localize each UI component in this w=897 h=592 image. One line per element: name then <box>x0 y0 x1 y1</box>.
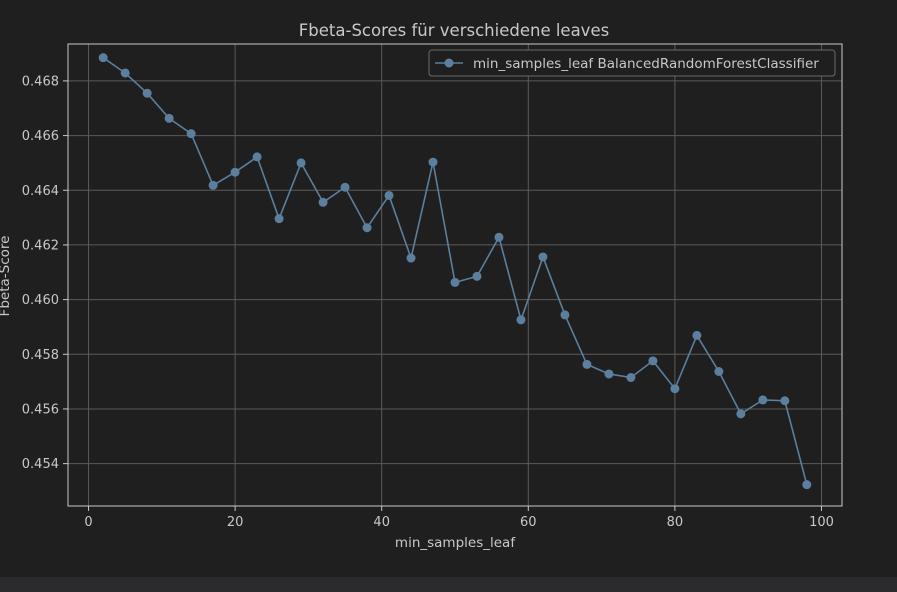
legend-box <box>428 49 836 77</box>
data-point <box>142 88 152 98</box>
x-axis-ticks: 0 20 40 60 80 100 <box>84 506 834 530</box>
data-point <box>164 113 174 123</box>
y-tick-label: 0.460 <box>22 293 59 308</box>
data-point <box>560 310 570 320</box>
x-tick-label: 80 <box>667 515 684 530</box>
legend-marker-swatch <box>444 58 454 68</box>
y-tick-label: 0.456 <box>22 402 59 417</box>
data-point <box>516 315 526 325</box>
data-point <box>208 180 218 190</box>
x-tick-label: 0 <box>84 515 92 530</box>
data-point <box>186 129 196 139</box>
data-point <box>736 409 746 419</box>
plot-area-frame <box>67 43 843 507</box>
legend-label: min_samples_leaf BalancedRandomForestCla… <box>473 56 819 72</box>
data-point <box>670 384 680 394</box>
data-point <box>274 214 284 224</box>
data-point <box>780 396 790 406</box>
data-point <box>714 367 724 377</box>
data-point <box>758 395 768 405</box>
data-point <box>626 373 636 383</box>
data-point <box>582 359 592 369</box>
grid-lines <box>68 44 842 506</box>
y-tick-label: 0.462 <box>22 238 59 253</box>
x-tick-label: 20 <box>227 515 244 530</box>
data-point <box>494 232 504 242</box>
y-tick-label: 0.464 <box>22 184 59 199</box>
data-point <box>120 68 130 78</box>
data-point <box>472 271 482 281</box>
chart-title: Fbeta-Scores für verschiedene leaves <box>299 21 609 40</box>
data-point <box>450 277 460 287</box>
data-point <box>692 330 702 340</box>
data-point <box>230 167 240 177</box>
data-point <box>604 369 614 379</box>
y-axis-ticks: 0.454 0.456 0.458 0.460 0.462 0.464 0.466 0.468 <box>22 74 68 472</box>
y-axis-label: Fbeta-Score <box>0 236 13 317</box>
data-point <box>384 190 394 200</box>
series-layer <box>98 53 812 490</box>
y-tick-label: 0.454 <box>22 457 59 472</box>
data-point <box>98 53 108 63</box>
data-point <box>538 252 548 262</box>
data-point <box>802 480 812 490</box>
y-tick-label: 0.466 <box>22 129 59 144</box>
x-tick-label: 40 <box>373 515 390 530</box>
data-point <box>318 197 328 207</box>
legend: min_samples_leaf BalancedRandomForestCla… <box>428 49 836 77</box>
data-point <box>362 223 372 233</box>
data-point <box>296 158 306 168</box>
y-tick-label: 0.468 <box>22 74 59 89</box>
data-point <box>648 356 658 366</box>
data-point <box>252 152 262 162</box>
y-tick-label: 0.458 <box>22 348 59 363</box>
data-point <box>428 157 438 167</box>
x-tick-label: 60 <box>520 515 537 530</box>
data-point <box>340 182 350 192</box>
bottom-status-strip <box>0 577 897 592</box>
x-axis-label: min_samples_leaf <box>395 535 516 551</box>
data-point <box>406 253 416 263</box>
x-tick-label: 100 <box>809 515 834 530</box>
